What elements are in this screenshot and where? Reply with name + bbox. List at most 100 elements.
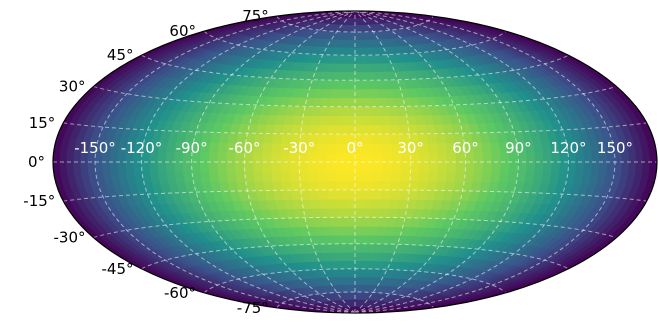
heatmap-cell: [309, 189, 320, 200]
heatmap-cell: [345, 189, 356, 200]
heatmap-cell: [336, 142, 347, 154]
heatmap-cell: [327, 124, 338, 135]
heatmap-cell: [454, 171, 466, 182]
heatmap-cell: [326, 170, 337, 182]
heatmap-cell: [463, 171, 475, 182]
heatmap-cell: [345, 161, 356, 172]
heatmap-cell: [381, 133, 393, 144]
heatmap-cell: [381, 189, 392, 200]
heatmap-cell: [335, 152, 347, 163]
heatmap-cell: [253, 161, 264, 172]
heatmap-cell: [526, 161, 536, 173]
heatmap-cell: [217, 171, 229, 183]
longitude-tick-label: 0°: [346, 139, 363, 157]
heatmap-cell: [328, 207, 339, 218]
heatmap-cell: [345, 106, 356, 117]
heatmap-cell: [263, 133, 275, 144]
heatmap-cell: [319, 198, 330, 209]
heatmap-cell: [291, 124, 303, 135]
heatmap-cell: [372, 124, 383, 135]
heatmap-cell: [318, 124, 329, 135]
heatmap-cell: [217, 151, 228, 163]
heatmap-cell: [262, 171, 274, 182]
heatmap-cell: [382, 161, 393, 172]
heatmap-cell: [244, 171, 256, 182]
longitude-tick-label: -90°: [176, 139, 208, 157]
heatmap-cell: [354, 62, 363, 73]
heatmap-cell: [331, 79, 342, 90]
heatmap-cell: [354, 79, 364, 90]
heatmap-cell: [326, 133, 338, 144]
heatmap-cell: [370, 216, 381, 227]
heatmap-cell: [390, 180, 402, 191]
longitude-tick-label: -30°: [283, 139, 315, 157]
heatmap-cell: [350, 31, 356, 40]
heatmap-cell: [347, 71, 356, 81]
heatmap-cell: [363, 180, 374, 191]
heatmap-cell: [309, 124, 320, 135]
heatmap-cell: [354, 170, 365, 182]
latitude-tick-label: -30°: [54, 229, 86, 247]
heatmap-cell: [389, 115, 400, 126]
heatmap-cell: [191, 161, 202, 173]
longitude-tick-label: 120°: [550, 139, 586, 157]
heatmap-cell: [508, 161, 519, 173]
heatmap-cell: [336, 180, 347, 191]
heatmap-cell: [346, 225, 356, 236]
heatmap-cell: [354, 161, 365, 172]
heatmap-cell: [347, 62, 356, 73]
heatmap-cell: [372, 180, 384, 191]
heatmap-cell: [235, 171, 247, 182]
heatmap-cell: [648, 161, 657, 176]
heatmap-cell: [342, 260, 351, 270]
longitude-tick-label: -60°: [229, 139, 261, 157]
heatmap-cell: [199, 161, 210, 173]
heatmap-cell: [340, 243, 349, 253]
heatmap-cell: [382, 170, 393, 182]
heatmap-cell: [437, 161, 448, 172]
heatmap-cell: [491, 161, 502, 173]
heatmap-cell: [345, 124, 356, 135]
heatmap-cell: [559, 161, 569, 174]
latitude-tick-label: -75°: [237, 299, 269, 317]
heatmap-cell: [481, 171, 493, 183]
heatmap-cell: [371, 115, 383, 126]
heatmap-cell: [272, 133, 284, 144]
heatmap-cell: [345, 207, 356, 218]
heatmap-cell: [379, 207, 391, 218]
heatmap-cell: [363, 124, 374, 135]
heatmap-cell: [311, 106, 323, 117]
heatmap-cell: [208, 161, 219, 173]
heatmap-cell: [271, 142, 283, 153]
longitude-tick-label: -150°: [74, 139, 116, 157]
heatmap-cell: [400, 161, 412, 172]
heatmap-cell: [291, 189, 303, 200]
heatmap-cell: [318, 189, 329, 200]
heatmap-cell: [371, 207, 382, 218]
heatmap-cell: [491, 151, 502, 163]
heatmap-cell: [482, 151, 493, 163]
heatmap-cell: [455, 161, 466, 173]
heatmap-cell: [310, 115, 321, 126]
heatmap-cell: [436, 142, 448, 153]
heatmap-cell: [542, 161, 553, 173]
heatmap-cell: [326, 161, 337, 172]
longitude-tick-label: -120°: [121, 139, 163, 157]
heatmap-cell: [339, 234, 349, 245]
heatmap-cell: [341, 62, 350, 73]
heatmap-cell: [347, 251, 356, 262]
heatmap-cell: [300, 124, 312, 135]
heatmap-cell: [362, 216, 373, 227]
heatmap-cell: [437, 152, 448, 163]
heatmap-cell: [418, 171, 430, 182]
heatmap-cell: [348, 260, 356, 270]
heatmap-cell: [317, 142, 328, 154]
heatmap-cell: [391, 170, 402, 182]
heatmap-cell: [354, 115, 365, 126]
heatmap-cell: [299, 180, 311, 191]
heatmap-cell: [317, 161, 328, 172]
heatmap-cell: [598, 161, 608, 174]
heatmap-cell: [354, 97, 364, 108]
heatmap-cell: [371, 198, 383, 209]
heatmap-cell: [436, 171, 448, 182]
